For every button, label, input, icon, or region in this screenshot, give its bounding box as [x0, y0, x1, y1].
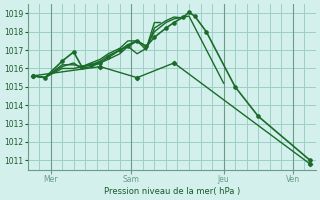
X-axis label: Pression niveau de la mer( hPa ): Pression niveau de la mer( hPa ) — [104, 187, 240, 196]
